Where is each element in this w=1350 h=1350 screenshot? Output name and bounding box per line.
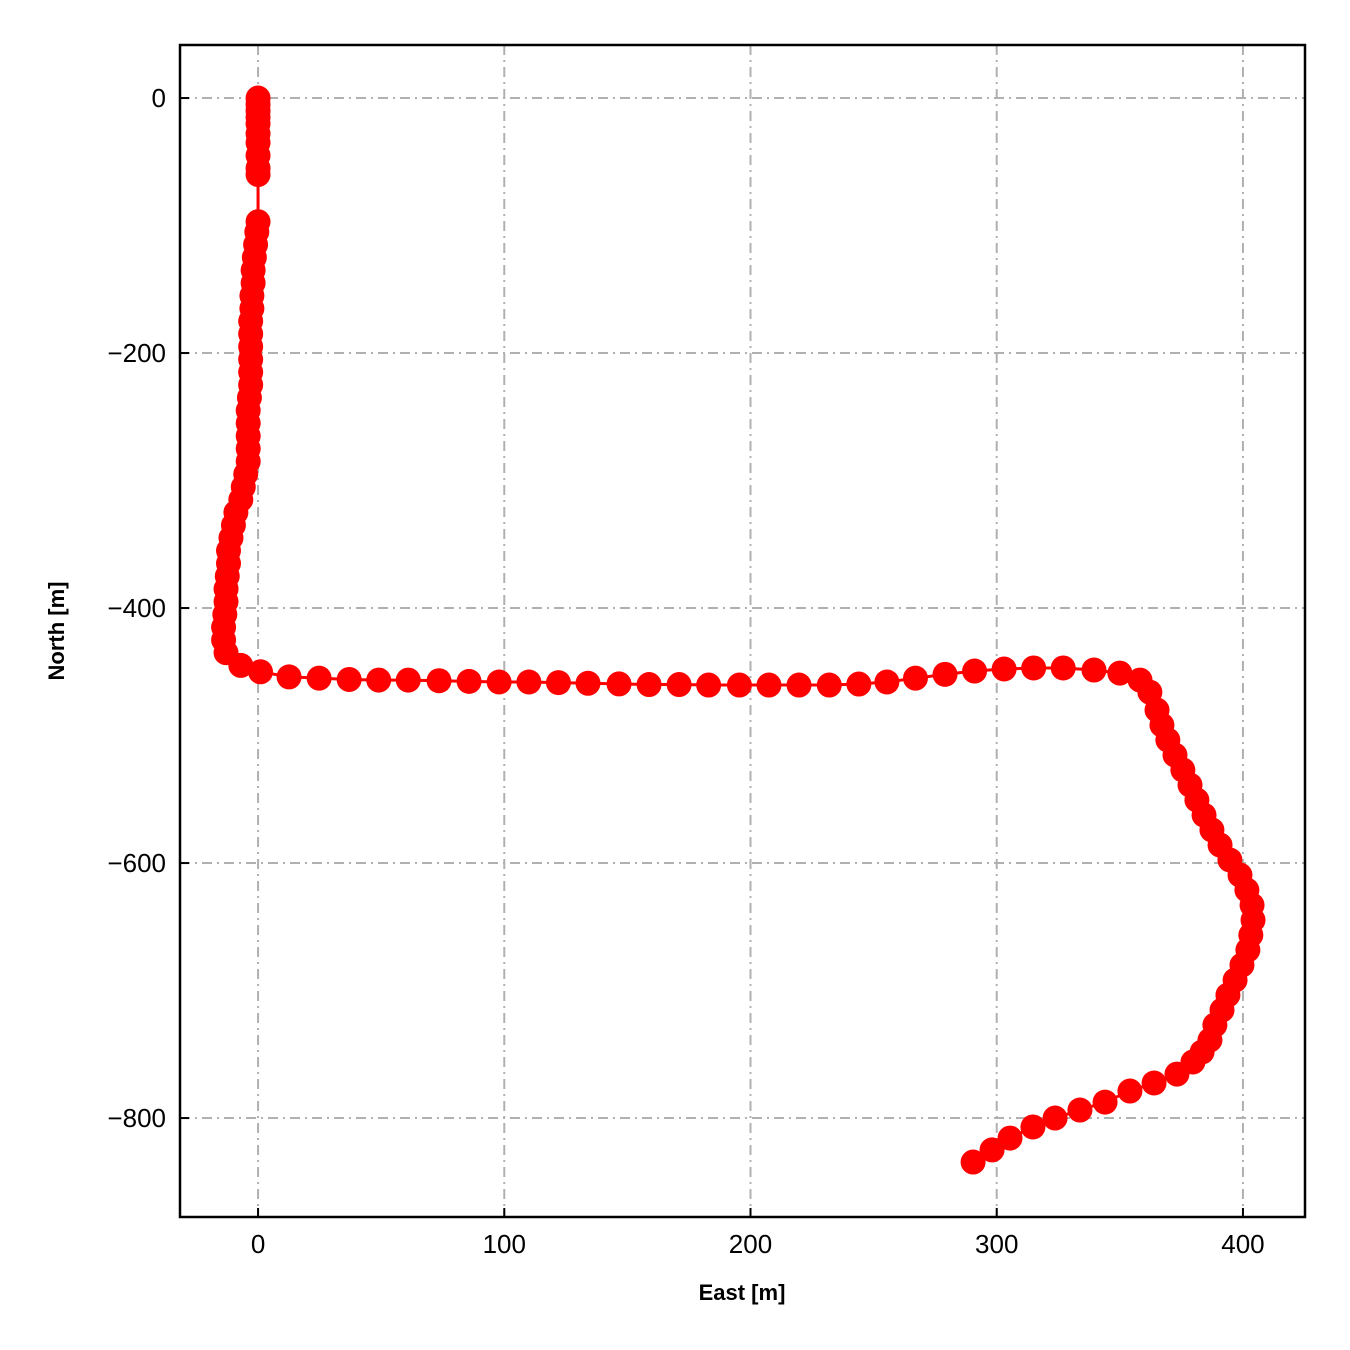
- trajectory-point: [816, 672, 842, 698]
- x-axis-label: East [m]: [699, 1280, 786, 1305]
- trajectory-point: [606, 671, 632, 697]
- trajectory-point: [1117, 1078, 1143, 1104]
- trajectory-point: [960, 1149, 986, 1175]
- ticks: 0 100 200 300 400 0 −200 −400 −600 −800: [107, 83, 1264, 1259]
- trajectory-point: [991, 656, 1017, 682]
- trajectory-point: [575, 670, 601, 696]
- y-tick-label: −400: [107, 593, 166, 623]
- trajectory-point: [245, 162, 271, 188]
- trajectory-point: [1092, 1089, 1118, 1115]
- x-tick-label: 200: [729, 1229, 772, 1259]
- trajectory-point: [1020, 1114, 1046, 1140]
- trajectory-point: [786, 672, 812, 698]
- grid: [180, 45, 1305, 1217]
- trajectory-point: [545, 670, 571, 696]
- trajectory-point: [962, 658, 988, 684]
- y-axis-label: North [m]: [44, 582, 69, 681]
- trajectory-point: [979, 1137, 1005, 1163]
- trajectory-point: [1067, 1097, 1093, 1123]
- series-trajectory: [211, 85, 1266, 1175]
- trajectory-point: [306, 665, 332, 691]
- trajectory-point: [1164, 1061, 1190, 1087]
- trajectory-line: [222, 98, 1255, 1164]
- trajectory-point: [1107, 660, 1133, 686]
- x-tick-label: 100: [483, 1229, 526, 1259]
- trajectory-point: [366, 667, 392, 693]
- trajectory-point: [516, 669, 542, 695]
- trajectory-point: [932, 661, 958, 687]
- trajectory-point: [997, 1125, 1023, 1151]
- trajectory-point: [1042, 1105, 1068, 1131]
- y-tick-label: 0: [152, 83, 166, 113]
- trajectory-point: [426, 668, 452, 694]
- y-tick-label: −200: [107, 338, 166, 368]
- trajectory-point: [756, 672, 782, 698]
- trajectory-point: [726, 672, 752, 698]
- trajectory-point: [456, 668, 482, 694]
- x-tick-label: 400: [1221, 1229, 1264, 1259]
- trajectory-point: [1021, 655, 1047, 681]
- trajectory-point: [1081, 657, 1107, 683]
- trajectory-point: [248, 659, 274, 685]
- trajectory-point: [846, 671, 872, 697]
- trajectory-point: [666, 672, 692, 698]
- y-tick-label: −800: [107, 1103, 166, 1133]
- y-tick-label: −600: [107, 848, 166, 878]
- x-tick-label: 300: [975, 1229, 1018, 1259]
- trajectory-point: [336, 666, 362, 692]
- trajectory-point: [228, 652, 254, 678]
- trajectory-point: [874, 669, 900, 695]
- trajectory-point: [395, 667, 421, 693]
- plot-frame: [178, 43, 1307, 1219]
- trajectory-point: [1141, 1070, 1167, 1096]
- trajectory-point: [276, 664, 302, 690]
- trajectory-point: [902, 665, 928, 691]
- trajectory-point: [1050, 655, 1076, 681]
- trajectory-point: [696, 672, 722, 698]
- trajectory-point: [486, 669, 512, 695]
- trajectory-point: [636, 672, 662, 698]
- x-tick-label: 0: [251, 1229, 265, 1259]
